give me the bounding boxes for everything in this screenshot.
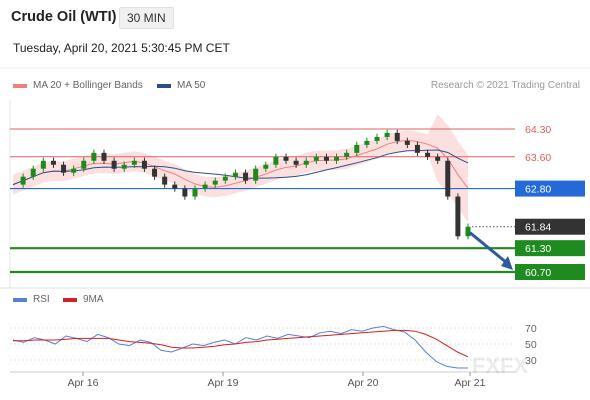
instrument-title: Crude Oil (WTI) (11, 9, 117, 25)
ma50-swatch (157, 83, 171, 88)
forecast-arrow-head (501, 256, 513, 270)
level-tag-60.70 (515, 264, 585, 280)
legend-rsi: RSI (13, 294, 50, 305)
level-label-60.70: 60.70 (525, 267, 551, 279)
candle-body (61, 164, 67, 173)
candle-body (232, 172, 238, 177)
candle-body (273, 156, 279, 165)
timestamp: Tuesday, April 20, 2021 5:30:45 PM CET (13, 41, 230, 55)
rsi-tick-70: 70 (525, 323, 537, 335)
candle-body (263, 164, 269, 169)
rsi-tick-30: 30 (525, 355, 537, 367)
candle-body (465, 226, 471, 237)
legend-ma20: MA 20 + Bollinger Bands (13, 80, 143, 91)
rsi-swatch (13, 297, 27, 302)
x-tick-Apr-19: Apr 19 (208, 377, 239, 389)
candle-body (172, 184, 178, 189)
candle-body (182, 188, 188, 197)
ma50-line (12, 149, 469, 186)
candle-body (20, 176, 26, 185)
last-price-label: 61.84 (525, 222, 551, 234)
forecast-arrow-shaft (469, 231, 508, 265)
candle-body (293, 160, 299, 165)
candle-body (374, 136, 380, 141)
candle-body (414, 144, 420, 153)
level-label-63.60: 63.60 (525, 152, 551, 164)
candle-body (283, 156, 289, 161)
candle-body (192, 188, 198, 197)
candle-body (404, 140, 410, 145)
candle-body (101, 152, 107, 161)
candle-body (313, 156, 319, 161)
legend-ma50-label: MA 50 (177, 80, 206, 91)
bollinger-band (13, 114, 468, 223)
candle-body (222, 176, 228, 181)
candle-body (30, 168, 36, 177)
ma20-swatch (13, 83, 27, 88)
candle-body (344, 152, 350, 157)
candle-body (303, 160, 309, 165)
candle-body (50, 160, 56, 165)
candle-body (202, 184, 208, 189)
candle-body (141, 160, 147, 169)
candle-body (111, 160, 117, 169)
rsi-tick-50: 50 (525, 339, 537, 351)
candle-body (394, 132, 400, 141)
legend-9ma: 9MA (63, 294, 104, 305)
candle-body (243, 172, 249, 181)
legend-9ma-label: 9MA (83, 294, 104, 305)
level-label-62.80: 62.80 (525, 184, 551, 196)
9ma-swatch (63, 297, 77, 302)
x-tick-Apr-21: Apr 21 (455, 377, 486, 389)
candle-body (81, 160, 87, 169)
candle-body (425, 152, 431, 157)
level-tag-61.30 (515, 240, 585, 257)
watermark: FXFX (472, 353, 529, 378)
candle-body (435, 156, 441, 161)
candle-body (162, 176, 168, 185)
candle-body (354, 144, 360, 153)
candle-body (121, 164, 127, 169)
level-label-64.30: 64.30 (525, 124, 551, 136)
candle-body (323, 156, 329, 161)
candle-body (455, 196, 461, 237)
candle-body (91, 152, 97, 161)
candle-body (334, 156, 340, 161)
candle-body (152, 168, 158, 177)
rsi-line (12, 325, 468, 369)
x-tick-Apr-20: Apr 20 (348, 377, 379, 389)
candle-body (71, 168, 77, 173)
candle-body (131, 160, 137, 165)
legend-ma20-label: MA 20 + Bollinger Bands (33, 80, 143, 91)
candle-body (364, 140, 370, 145)
ma20-line (12, 139, 469, 189)
legend-ma50: MA 50 (157, 80, 205, 91)
research-credit: Research © 2021 Trading Central (430, 80, 580, 91)
last-price-tag (515, 218, 585, 235)
candle-body (212, 180, 218, 185)
candle-body (40, 160, 46, 169)
candle-body (445, 160, 451, 197)
rsi-9ma-line (13, 329, 469, 358)
level-label-61.30: 61.30 (525, 243, 551, 255)
candle-body (253, 168, 259, 181)
level-tag-62.80 (515, 180, 585, 197)
interval-badge[interactable]: 30 MIN (119, 7, 174, 29)
candle-body (384, 132, 390, 137)
x-tick-Apr-16: Apr 16 (68, 377, 99, 389)
legend-rsi-label: RSI (33, 294, 50, 305)
